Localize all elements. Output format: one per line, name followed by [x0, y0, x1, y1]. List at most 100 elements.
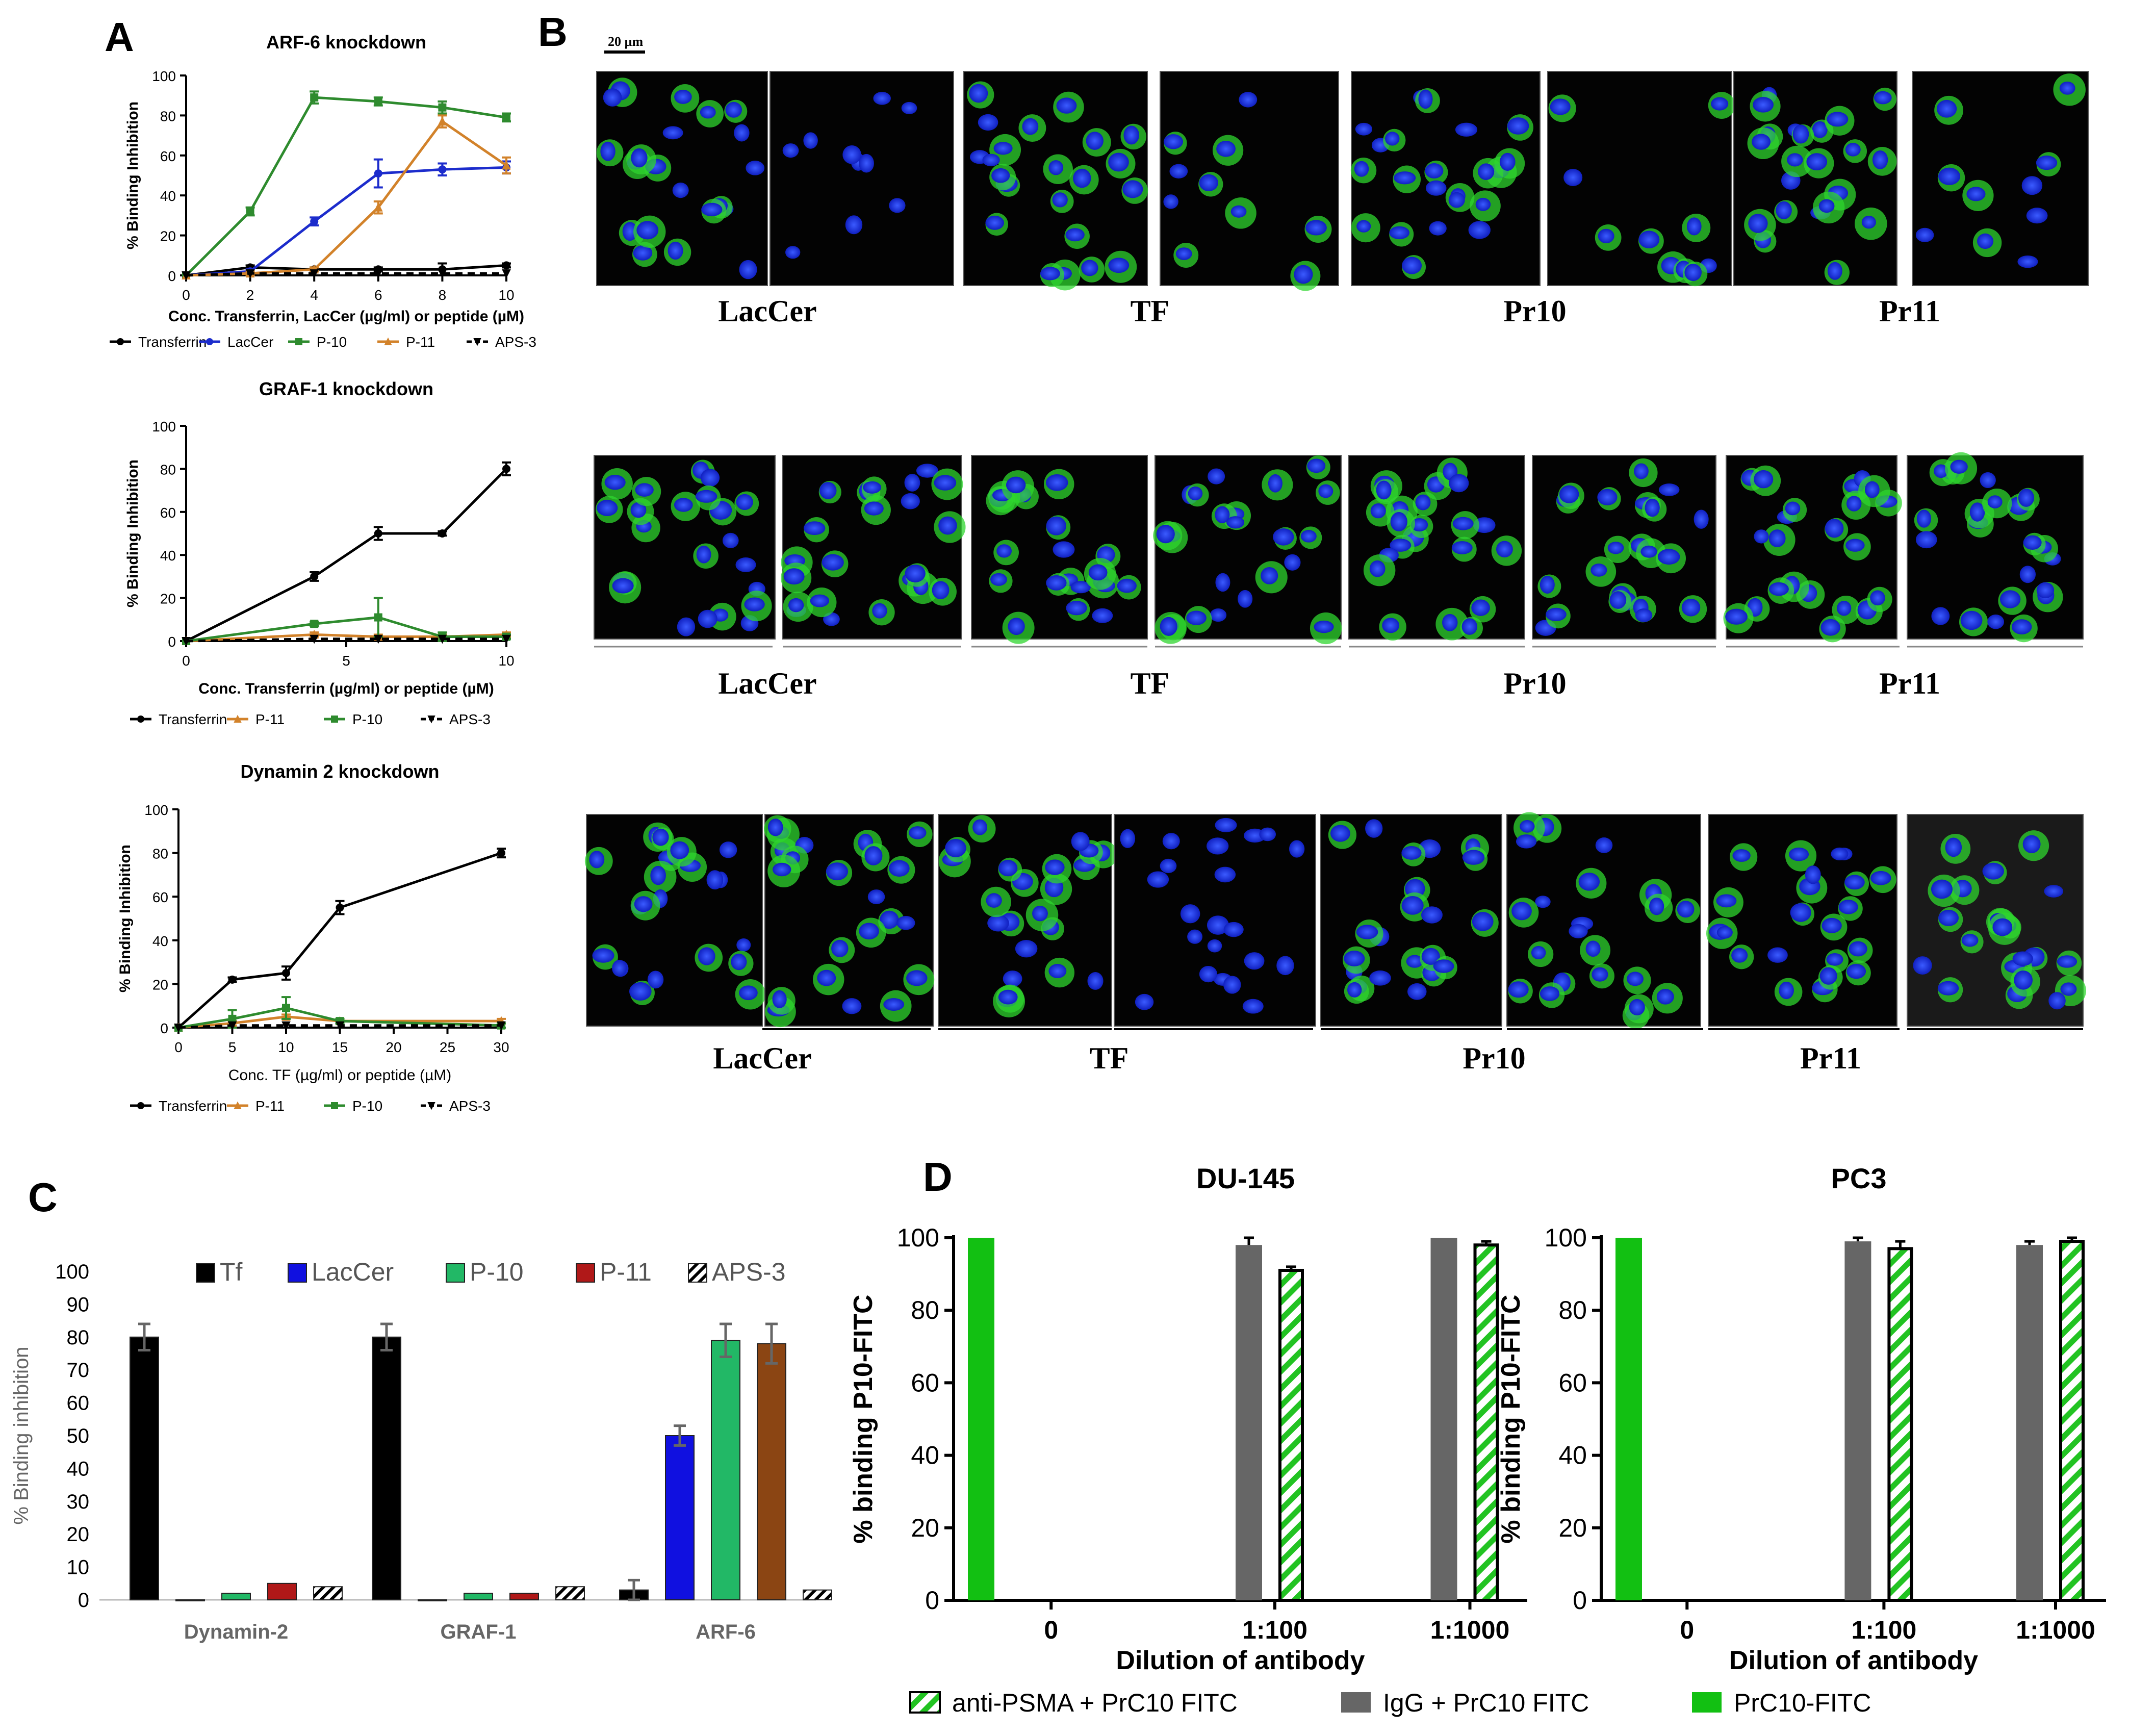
- bar-igg: [2016, 1245, 2043, 1600]
- cell-nucleus: [1861, 215, 1876, 229]
- bar-p-10: [711, 1340, 740, 1600]
- x-axis-label: Conc. Transferrin, LacCer (µg/ml) or pep…: [168, 308, 524, 325]
- cell-nucleus: [1045, 859, 1065, 875]
- cell-nucleus: [1681, 598, 1701, 617]
- bar-anti-psma: [1473, 1243, 1499, 1602]
- x-tick-label: 0: [1044, 1616, 1058, 1644]
- micrograph-3-7: [1706, 814, 1897, 1027]
- bar-igg: [1430, 1238, 1457, 1600]
- y-tick-label: 100: [55, 1261, 89, 1283]
- bar-igg: [1236, 1245, 1262, 1600]
- data-point-p-11: [438, 116, 447, 126]
- cell-nucleus: [1595, 837, 1613, 853]
- y-tick-label: 100: [152, 68, 176, 84]
- cell-nucleus: [906, 970, 928, 986]
- legend-label: P-11: [600, 1258, 652, 1286]
- cell-nucleus: [2036, 582, 2055, 599]
- cell-nucleus: [767, 819, 783, 836]
- cell-nucleus: [788, 598, 804, 612]
- cell-nucleus: [1160, 617, 1177, 636]
- cell-nucleus: [889, 860, 910, 877]
- y-tick-label: 60: [1558, 1368, 1587, 1397]
- cell-nucleus: [1787, 153, 1803, 167]
- data-point-laccer: [310, 217, 319, 226]
- data-point-aps-3: [374, 269, 383, 278]
- cell-nucleus: [1390, 512, 1407, 531]
- cell-nucleus: [636, 221, 659, 240]
- micrograph-label: LacCer: [718, 294, 816, 328]
- cell-nucleus: [978, 114, 998, 131]
- x-tick-label: ARF-6: [696, 1621, 756, 1643]
- cell-nucleus: [1806, 153, 1828, 171]
- legend-swatch: [288, 1263, 307, 1283]
- cell-nucleus: [1421, 906, 1443, 924]
- cell-nucleus: [1066, 601, 1087, 616]
- data-point-p-10: [310, 93, 319, 102]
- cell-nucleus: [1531, 946, 1546, 960]
- data-point-aps-3: [374, 634, 383, 644]
- y-axis-label: % binding P10-FITC: [1496, 1294, 1526, 1543]
- cell-nucleus: [772, 990, 787, 1008]
- micrograph-label: Pr10: [1503, 294, 1566, 328]
- cell-nucleus: [1768, 529, 1786, 547]
- cell-nucleus: [1725, 608, 1748, 625]
- micrograph-label: Pr10: [1463, 1041, 1525, 1075]
- bar-chart-du145: DU-145 0 20 40 60 80 100 % binding P10-FITC Dilu…: [849, 1162, 1527, 1675]
- cell-nucleus: [1936, 99, 1957, 118]
- cell-nucleus: [1640, 545, 1657, 558]
- cell-nucleus: [1563, 169, 1583, 186]
- cell-nucleus: [1369, 560, 1386, 577]
- cell-nucleus: [1394, 171, 1416, 185]
- micrograph-label: TF: [1131, 294, 1170, 328]
- cell-nucleus: [1207, 939, 1222, 953]
- y-tick-label: 50: [67, 1425, 90, 1447]
- cell-nucleus: [1210, 608, 1227, 622]
- cell-nucleus: [1844, 875, 1865, 890]
- data-point-aps-3: [497, 1021, 506, 1031]
- cell-nucleus: [736, 494, 753, 510]
- cell-nucleus: [2023, 535, 2042, 550]
- x-axis-label: Conc. TF (µg/ml) or peptide (µM): [228, 1067, 451, 1084]
- cell-nucleus: [1086, 132, 1104, 150]
- cell-nucleus: [782, 143, 799, 158]
- legend-label: Tf: [220, 1258, 243, 1286]
- cell-nucleus: [1268, 474, 1282, 493]
- cell-nucleus: [880, 910, 899, 929]
- bar-chart-knockdown: 0 10 20 30 40 50 60 70 80 90 100 % Binding inhibiti…: [10, 1258, 832, 1643]
- legend-marker: [206, 338, 213, 345]
- x-axis-label: Conc. Transferrin (µg/ml) or peptide (µM…: [198, 680, 494, 697]
- cell-nucleus: [1872, 150, 1888, 169]
- cell-nucleus: [1812, 121, 1828, 138]
- legend-marker: [384, 337, 392, 345]
- cell-nucleus: [901, 493, 920, 509]
- cell-nucleus: [722, 532, 739, 548]
- cell-nucleus: [674, 89, 692, 104]
- cell-nucleus: [1960, 610, 1983, 630]
- cell-nucleus: [1788, 847, 1809, 861]
- cell-nucleus: [2057, 955, 2077, 968]
- micrograph-label: Pr11: [1800, 1041, 1861, 1075]
- cell-nucleus: [1966, 187, 1986, 201]
- bar-anti-psma: [1278, 1268, 1304, 1602]
- data-point-aps-3: [227, 1021, 237, 1031]
- cell-nucleus: [810, 594, 830, 607]
- cell-nucleus: [1934, 464, 1948, 478]
- cell-nucleus: [1071, 832, 1090, 851]
- cell-nucleus: [1261, 567, 1278, 584]
- y-tick-label: 100: [152, 419, 176, 435]
- y-tick-label: 40: [911, 1441, 939, 1470]
- scale-bar-label: 20 µm: [608, 34, 643, 49]
- cell-nucleus: [1421, 948, 1440, 965]
- cell-nucleus: [736, 938, 751, 952]
- micrograph-2-5: [1348, 455, 1525, 641]
- cell-nucleus: [1462, 850, 1485, 865]
- bar-p-11: [509, 1593, 539, 1601]
- cell-nucleus: [1550, 98, 1571, 115]
- bar-igg: [1844, 1241, 1871, 1600]
- cell-nucleus: [2048, 992, 2066, 1010]
- cell-nucleus: [1496, 541, 1513, 558]
- x-tick-label: 10: [278, 1039, 294, 1055]
- x-tick-label: 15: [332, 1039, 348, 1055]
- x-tick-label: 25: [440, 1039, 455, 1055]
- legend-marker: [234, 1101, 242, 1109]
